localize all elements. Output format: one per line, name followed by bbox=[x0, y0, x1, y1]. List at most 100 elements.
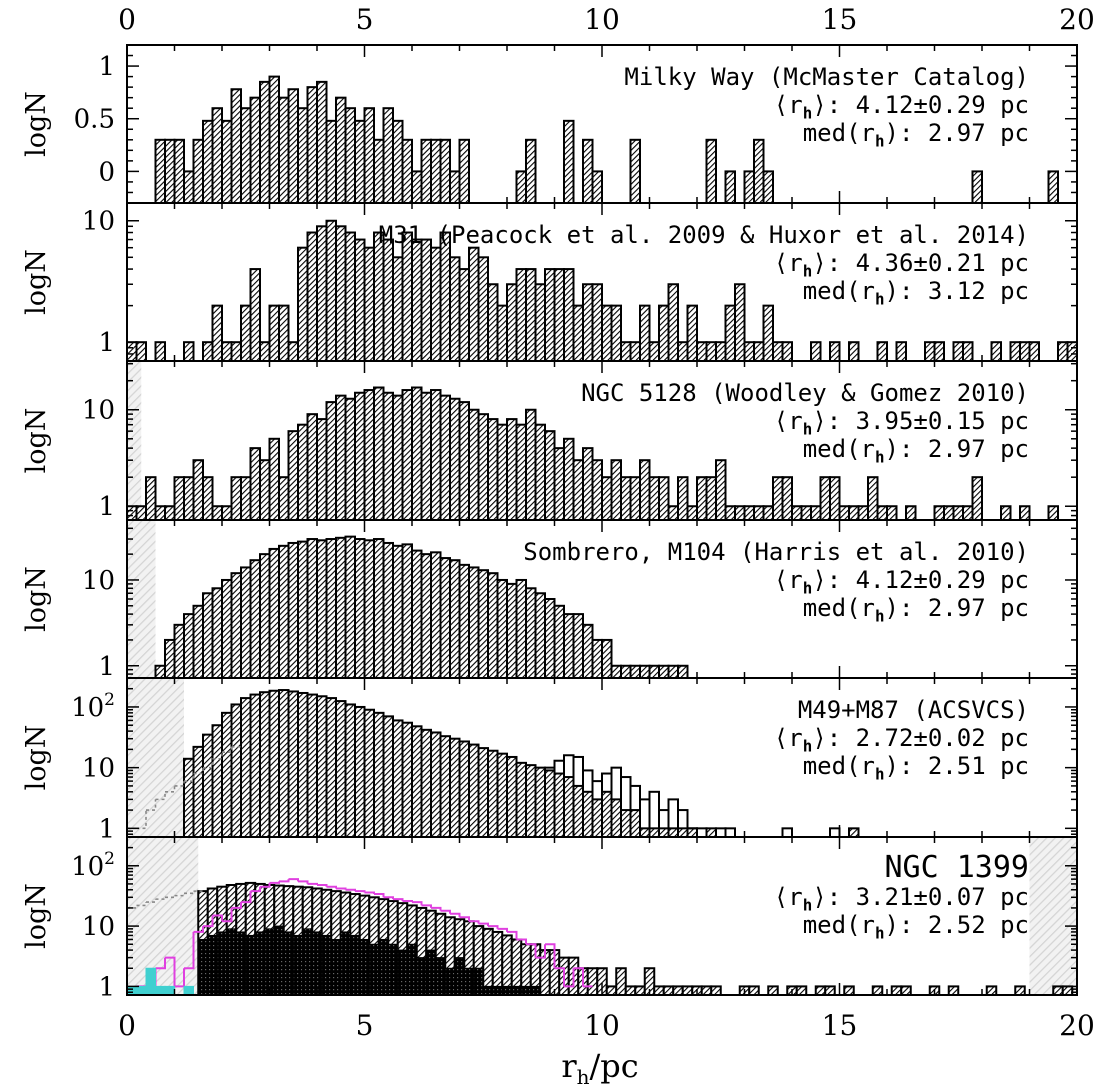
bar bbox=[772, 476, 784, 520]
bar bbox=[924, 341, 936, 361]
x-tick-label-bottom: 20 bbox=[1059, 1009, 1095, 1042]
bar bbox=[311, 931, 323, 995]
y-axis-label: logN bbox=[21, 91, 52, 157]
bar bbox=[373, 538, 385, 678]
bar bbox=[762, 304, 774, 361]
bar bbox=[525, 268, 537, 361]
bar bbox=[254, 931, 266, 995]
bar bbox=[700, 985, 713, 995]
bar bbox=[154, 138, 166, 203]
y-tick-label: 0.5 bbox=[74, 105, 115, 135]
bar bbox=[563, 119, 575, 203]
bar bbox=[658, 476, 670, 520]
x-tick-label-bottom: 15 bbox=[822, 1009, 858, 1042]
excluded-region bbox=[127, 678, 184, 837]
bar bbox=[515, 170, 527, 203]
bar bbox=[278, 544, 290, 678]
bar bbox=[183, 985, 194, 995]
bar bbox=[373, 138, 385, 203]
median-annotation: med(rh): 3.12 pc bbox=[803, 277, 1029, 308]
bar bbox=[553, 772, 565, 837]
bar bbox=[173, 476, 185, 520]
bar bbox=[221, 578, 233, 678]
bar bbox=[800, 505, 812, 520]
bar bbox=[420, 553, 432, 678]
bar bbox=[553, 268, 565, 361]
bar bbox=[240, 304, 252, 361]
bar bbox=[667, 664, 679, 678]
bar bbox=[487, 572, 499, 678]
panel-title: M31 (Peacock et al. 2009 & Huxor et al. … bbox=[379, 221, 1029, 249]
bar bbox=[449, 256, 461, 361]
bar bbox=[971, 476, 983, 520]
bar bbox=[420, 138, 432, 203]
bar bbox=[468, 408, 480, 520]
bar bbox=[629, 138, 641, 203]
bar bbox=[449, 737, 461, 837]
bar bbox=[155, 985, 166, 995]
bar bbox=[458, 740, 470, 837]
bar bbox=[477, 413, 489, 520]
bar bbox=[962, 341, 974, 361]
series-black bbox=[197, 925, 541, 995]
bar bbox=[344, 107, 356, 203]
bar bbox=[686, 827, 698, 837]
bar bbox=[316, 80, 328, 203]
bar bbox=[259, 341, 271, 361]
bar bbox=[325, 119, 337, 203]
bar bbox=[411, 238, 423, 361]
y-tick-label: 102 bbox=[71, 690, 115, 723]
bar bbox=[629, 664, 641, 678]
bar bbox=[667, 283, 679, 361]
bar bbox=[848, 827, 860, 837]
bar bbox=[658, 304, 670, 361]
bar bbox=[544, 268, 556, 361]
bar bbox=[468, 566, 480, 678]
panel-title: M49+M87 (ACSVCS) bbox=[798, 696, 1029, 724]
bar bbox=[487, 749, 499, 837]
bar bbox=[363, 107, 375, 203]
bar bbox=[715, 341, 727, 361]
bar bbox=[952, 505, 964, 520]
bar bbox=[1076, 505, 1077, 520]
bar bbox=[705, 138, 717, 203]
bar bbox=[781, 476, 793, 520]
panel-m31: 1 10 logN M31 (Peacock et al. 2009 & Huxor … bbox=[21, 202, 1078, 362]
bar bbox=[127, 341, 138, 361]
bar bbox=[240, 566, 252, 678]
mean-annotation: ⟨rh⟩: 4.36±0.21 pc bbox=[774, 249, 1029, 280]
bar bbox=[382, 107, 394, 203]
bar bbox=[340, 931, 351, 995]
bar bbox=[249, 559, 261, 678]
bar bbox=[672, 985, 684, 995]
bar bbox=[354, 238, 366, 361]
bar bbox=[287, 690, 299, 837]
bar bbox=[192, 604, 204, 678]
bar bbox=[496, 304, 508, 361]
y-axis-label: logN bbox=[21, 883, 52, 949]
bar bbox=[572, 304, 584, 361]
bar bbox=[705, 476, 717, 520]
bar bbox=[192, 138, 204, 203]
bar bbox=[582, 790, 594, 837]
bar bbox=[985, 985, 998, 995]
bar bbox=[795, 985, 808, 995]
bar bbox=[392, 119, 404, 203]
bar bbox=[430, 389, 442, 520]
bar bbox=[216, 931, 228, 995]
bar bbox=[544, 430, 556, 520]
panel-title: Sombrero, M104 (Harris et al. 2010) bbox=[523, 538, 1029, 566]
bar bbox=[596, 967, 608, 995]
bar bbox=[629, 476, 641, 520]
bar bbox=[316, 225, 328, 361]
bar bbox=[482, 927, 494, 995]
bar bbox=[373, 386, 385, 520]
bar bbox=[582, 138, 594, 203]
bar bbox=[781, 827, 793, 837]
bar bbox=[401, 138, 413, 203]
y-tick-label: 1 bbox=[98, 652, 115, 682]
bar bbox=[696, 476, 708, 520]
bar bbox=[287, 341, 299, 361]
bar bbox=[259, 80, 271, 203]
bar bbox=[530, 985, 541, 995]
